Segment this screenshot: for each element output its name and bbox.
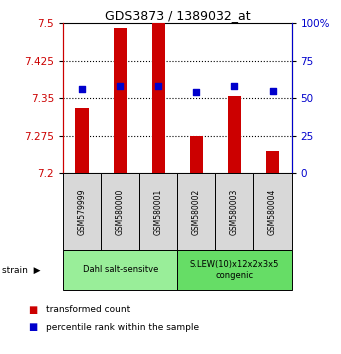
Text: S.LEW(10)x12x2x3x5
congenic: S.LEW(10)x12x2x3x5 congenic [190, 260, 279, 280]
Bar [266, 151, 279, 173]
Title: GDS3873 / 1389032_at: GDS3873 / 1389032_at [104, 9, 250, 22]
Text: GSM579999: GSM579999 [78, 188, 87, 235]
Point [155, 84, 161, 89]
Text: transformed count: transformed count [46, 305, 130, 314]
Bar [75, 108, 89, 173]
Point [117, 84, 123, 89]
Text: GSM580003: GSM580003 [230, 188, 239, 235]
Text: ■: ■ [28, 305, 37, 315]
Text: percentile rank within the sample: percentile rank within the sample [46, 323, 199, 332]
Text: strain  ▶: strain ▶ [2, 266, 40, 274]
Point [194, 90, 199, 95]
Text: GSM580000: GSM580000 [116, 188, 125, 235]
Bar [152, 23, 165, 173]
Point [270, 88, 275, 93]
Text: ■: ■ [28, 322, 37, 332]
Point [232, 84, 237, 89]
Text: Dahl salt-sensitve: Dahl salt-sensitve [83, 266, 158, 274]
Text: GSM580004: GSM580004 [268, 188, 277, 235]
Text: GSM580001: GSM580001 [154, 188, 163, 235]
Bar [228, 96, 241, 173]
Text: GSM580002: GSM580002 [192, 188, 201, 235]
Bar [190, 136, 203, 173]
Bar [114, 28, 127, 173]
Point [79, 86, 85, 92]
